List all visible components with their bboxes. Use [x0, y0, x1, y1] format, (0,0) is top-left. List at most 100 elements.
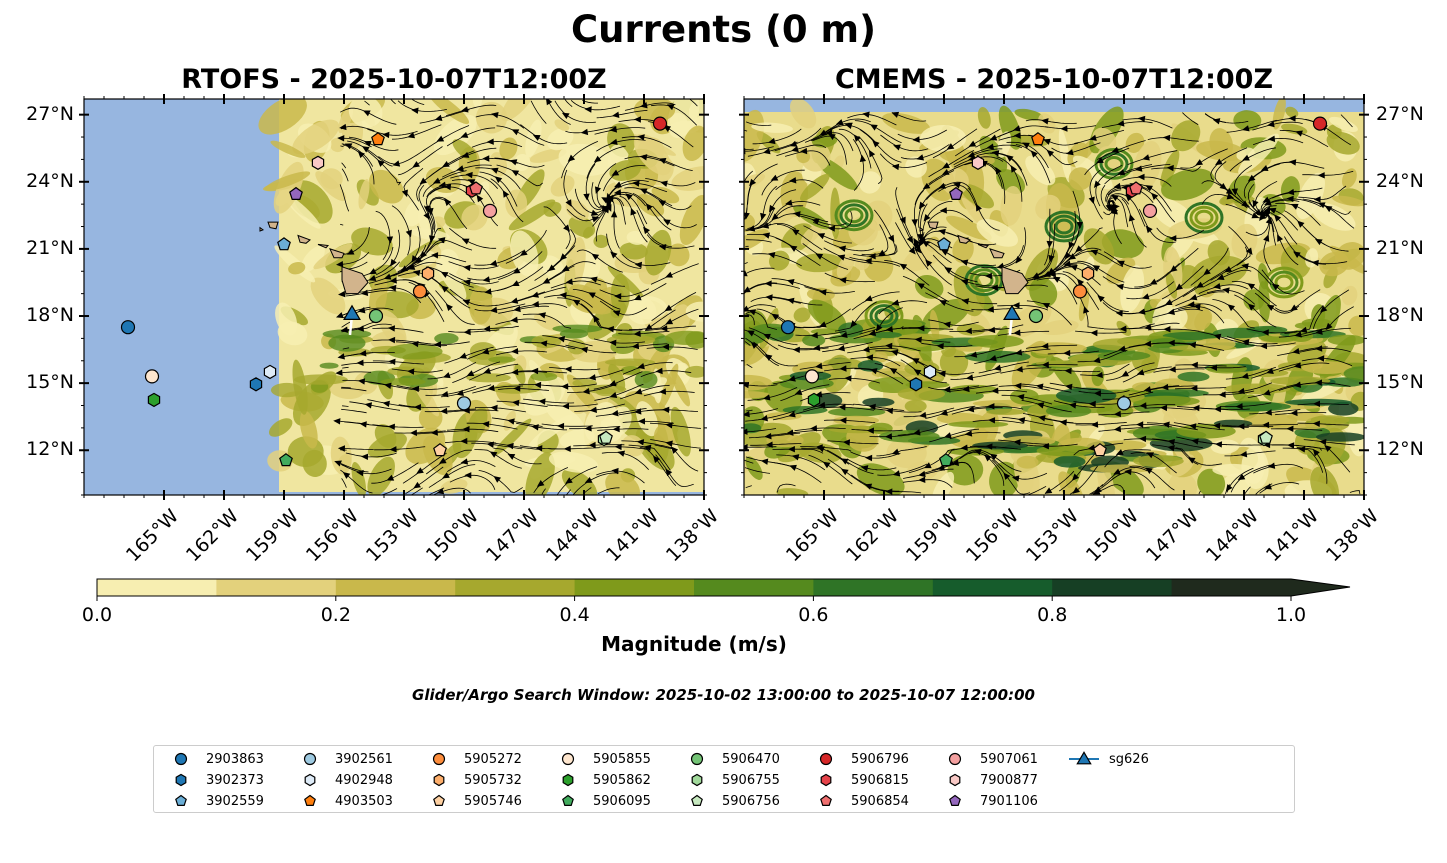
cmems-map-panel[interactable] [719, 93, 1383, 513]
legend-marker[interactable] [304, 794, 316, 807]
streamline [757, 205, 804, 229]
legend-marker[interactable] [948, 752, 962, 766]
legend-marker[interactable] [819, 752, 833, 766]
legend-marker[interactable] [174, 752, 188, 766]
legend-marker[interactable] [1076, 751, 1092, 765]
float-marker-5906470[interactable] [1028, 308, 1044, 324]
legend-marker[interactable] [303, 752, 317, 766]
float-marker-3902373[interactable] [909, 377, 923, 392]
float-marker-5906756[interactable] [1259, 430, 1273, 444]
float-marker-7900877[interactable] [971, 155, 985, 170]
streamline [1190, 247, 1229, 286]
float-marker-5906796[interactable] [1312, 116, 1328, 131]
float-marker-5906796[interactable] [652, 116, 668, 131]
streamline-arrow [431, 252, 439, 259]
legend-marker[interactable] [562, 773, 574, 787]
rtofs-map-panel[interactable] [83, 74, 724, 509]
streamline [595, 408, 647, 417]
rtofs-float-markers[interactable] [120, 116, 668, 467]
float-marker-3902561[interactable] [1116, 396, 1132, 411]
float-marker-2903863[interactable] [780, 320, 796, 335]
float-marker-sg626[interactable] [1003, 304, 1021, 320]
float-marker-5905732[interactable] [1081, 266, 1095, 281]
legend-marker[interactable] [304, 773, 316, 787]
streamline-arrow [1090, 249, 1099, 256]
float-marker-3902559[interactable] [937, 237, 951, 251]
float-marker-5905732[interactable] [421, 266, 435, 281]
streamline [854, 120, 902, 144]
float-marker-3902373[interactable] [249, 377, 263, 392]
legend-marker[interactable] [949, 794, 961, 807]
float-marker-4902948[interactable] [923, 364, 937, 380]
float-marker-4902948[interactable] [263, 364, 277, 380]
streamline [342, 371, 372, 374]
streamline [566, 489, 572, 495]
streamline-arrow [1260, 165, 1269, 171]
streamline [596, 470, 645, 484]
float-marker-3902561[interactable] [456, 396, 472, 411]
float-marker-4903503[interactable] [371, 132, 385, 146]
legend-marker[interactable] [433, 773, 445, 787]
legend-marker[interactable] [691, 794, 703, 807]
streamline-arrow [1087, 444, 1096, 451]
legend-entry-5905746: 5905746 [422, 792, 522, 810]
float-marker-7901106[interactable] [289, 186, 303, 201]
legend-marker[interactable] [820, 773, 832, 787]
streamline-arrow [542, 277, 551, 284]
streamline [1284, 305, 1324, 334]
legend-marker[interactable] [690, 752, 704, 766]
float-marker-7901106[interactable] [949, 186, 963, 201]
float-marker-5905855[interactable] [804, 369, 820, 384]
streamline [745, 384, 778, 387]
streamline [496, 266, 544, 292]
streamline [1198, 331, 1249, 345]
float-marker-2903863[interactable] [120, 320, 136, 335]
streamline [617, 182, 668, 193]
legend-marker[interactable] [433, 794, 445, 807]
float-marker-5906470[interactable] [368, 308, 384, 324]
float-marker-5905855[interactable] [144, 369, 160, 384]
float-marker-sg626[interactable] [343, 304, 361, 320]
float-marker-3902559[interactable] [277, 237, 291, 251]
float-marker-4903503[interactable] [1031, 132, 1045, 146]
legend-marker[interactable] [561, 752, 575, 766]
legend-marker[interactable] [175, 773, 187, 787]
streamline-arrow [911, 219, 918, 227]
legend-marker[interactable] [432, 752, 446, 766]
float-marker-5905272[interactable] [1072, 284, 1088, 299]
streamline-arrow [456, 389, 464, 397]
legend-marker[interactable] [691, 773, 703, 787]
magnitude-patch [387, 366, 425, 376]
float-marker-5906095[interactable] [279, 453, 293, 467]
float-marker-5907061[interactable] [1142, 203, 1158, 218]
float-marker-5906854[interactable] [469, 181, 483, 195]
float-marker-5905272[interactable] [412, 284, 428, 299]
streamline-arrow [1298, 446, 1306, 453]
legend-marker[interactable] [949, 773, 961, 787]
streamline-arrow [1089, 134, 1097, 141]
streamline [561, 141, 599, 179]
float-marker-5905746[interactable] [1093, 443, 1107, 457]
streamline-arrow [988, 417, 996, 424]
float-marker-5905862[interactable] [807, 392, 821, 408]
float-marker-7900877[interactable] [311, 155, 325, 170]
streamline [1243, 486, 1251, 495]
legend-marker[interactable] [820, 794, 832, 807]
float-marker-5905746[interactable] [433, 443, 447, 457]
streamline-arrow [1059, 419, 1067, 426]
legend-entry-3902559: 3902559 [164, 792, 264, 810]
streamline [426, 183, 474, 198]
float-marker-5906756[interactable] [599, 430, 613, 444]
float-marker-5906095[interactable] [939, 453, 953, 467]
float-marker-5905862[interactable] [147, 392, 161, 408]
magnitude-patch [744, 391, 770, 399]
streamline [516, 303, 568, 309]
cmems-float-markers[interactable] [780, 116, 1328, 467]
float-marker-5907061[interactable] [482, 203, 498, 218]
legend-marker[interactable] [562, 794, 574, 807]
streamline-arrow [1149, 278, 1158, 285]
streamline-arrow [664, 304, 673, 312]
legend-marker[interactable] [175, 794, 187, 807]
float-marker-5906854[interactable] [1129, 181, 1143, 195]
streamline [1127, 150, 1178, 165]
